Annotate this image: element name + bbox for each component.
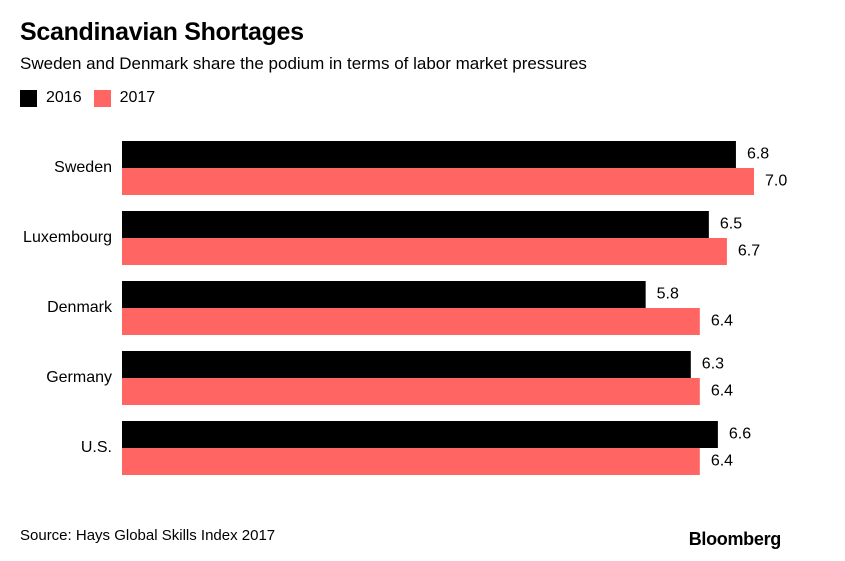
data-label-sweden-2017: 7.0 <box>765 173 787 190</box>
data-label-u-s-2016: 6.6 <box>729 426 751 443</box>
category-label-luxembourg: Luxembourg <box>23 229 112 246</box>
bar-u-s-2016 <box>122 421 718 448</box>
legend-label-2016: 2016 <box>46 89 82 106</box>
legend-swatch-2016 <box>20 89 37 107</box>
legend-label-2017: 2017 <box>119 89 156 106</box>
bar-denmark-2017 <box>122 308 700 335</box>
data-label-denmark-2016: 5.8 <box>657 286 679 303</box>
data-label-germany-2017: 6.4 <box>711 383 733 400</box>
bar-luxembourg-2017 <box>122 238 727 265</box>
legend: 2016 2017 <box>20 88 167 108</box>
chart-title: Scandinavian Shortages <box>20 18 304 46</box>
chart-subtitle: Sweden and Denmark share the podium in t… <box>20 54 587 73</box>
data-label-denmark-2017: 6.4 <box>711 313 733 330</box>
source-note: Source: Hays Global Skills Index 2017 <box>20 527 276 544</box>
legend-swatch-2017 <box>93 89 111 107</box>
data-label-sweden-2016: 6.8 <box>747 146 769 163</box>
bar-sweden-2017 <box>122 168 754 195</box>
bar-chart: Sweden 6.8 7.0 Luxembourg 6.5 6.7 Denmark 5.8 6.… <box>23 141 787 475</box>
brand-logo: Bloomberg <box>688 529 782 549</box>
category-label-germany: Germany <box>46 369 112 386</box>
data-label-germany-2016: 6.3 <box>702 356 724 373</box>
bar-germany-2017 <box>122 378 700 405</box>
bar-luxembourg-2016 <box>122 211 709 238</box>
category-label-sweden: Sweden <box>54 159 112 176</box>
data-label-luxembourg-2016: 6.5 <box>720 216 742 233</box>
bar-germany-2016 <box>122 351 691 378</box>
legend-item-2017: 2017 <box>93 89 156 107</box>
category-label-u-s: U.S. <box>81 439 112 456</box>
category-label-denmark: Denmark <box>47 299 113 316</box>
bar-sweden-2016 <box>122 141 736 168</box>
bar-denmark-2016 <box>122 281 646 308</box>
bar-u-s-2017 <box>122 448 700 475</box>
data-label-u-s-2017: 6.4 <box>711 453 733 470</box>
legend-item-2016: 2016 <box>20 89 82 107</box>
data-label-luxembourg-2017: 6.7 <box>738 243 760 260</box>
